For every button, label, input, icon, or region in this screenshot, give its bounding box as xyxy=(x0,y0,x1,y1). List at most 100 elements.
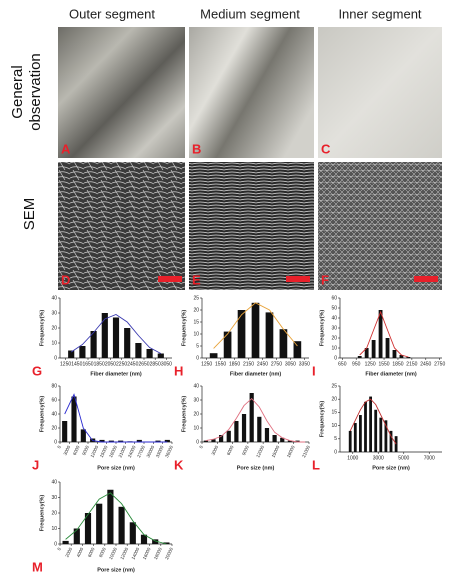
y-tick-label: 5 xyxy=(334,436,337,442)
x-axis-label: Pore size (nm) xyxy=(97,567,135,573)
x-tick-label: 1850 xyxy=(392,361,403,367)
x-axis-label: Fiber diameter (nm) xyxy=(230,371,282,377)
bar xyxy=(257,416,262,442)
bar xyxy=(136,439,142,442)
bar xyxy=(108,440,114,442)
bar xyxy=(68,350,75,358)
x-tick-label: 1550 xyxy=(378,361,389,367)
photo xyxy=(58,27,185,158)
x-tick-label: 8000 xyxy=(98,546,107,558)
scale-bar xyxy=(286,276,310,282)
x-tick-label: 950 xyxy=(352,361,361,367)
bar xyxy=(384,420,388,452)
bar xyxy=(385,338,390,358)
y-tick-label: 40 xyxy=(331,315,337,321)
x-tick-label: 12000 xyxy=(119,546,129,560)
y-axis-label: Frequency(%) xyxy=(39,495,45,532)
x-tick-label: 2650 xyxy=(138,361,149,367)
x-tick-label: 10000 xyxy=(108,546,118,560)
bar xyxy=(293,341,302,358)
bar xyxy=(223,331,232,358)
bar xyxy=(406,357,411,358)
bar xyxy=(357,356,362,358)
y-tick-label: 20 xyxy=(193,307,199,313)
x-tick-label: 1850 xyxy=(229,361,240,367)
bar xyxy=(371,340,376,358)
x-tick-label: 2150 xyxy=(243,361,254,367)
y-axis-label: Frequency(%) xyxy=(39,396,45,433)
bar xyxy=(241,414,247,442)
y-tick-label: 0 xyxy=(54,541,57,547)
x-axis-label: Pore size (nm) xyxy=(237,465,275,471)
panel-letter: F xyxy=(321,272,329,287)
y-axis-label: Frequency(%) xyxy=(181,396,187,433)
bar xyxy=(203,440,208,442)
bar xyxy=(369,396,373,452)
bar xyxy=(84,513,92,544)
y-tick-label: 40 xyxy=(51,479,57,485)
x-tick-label: 1850 xyxy=(94,361,105,367)
bar xyxy=(264,428,270,442)
bar xyxy=(99,439,105,442)
bar xyxy=(79,346,86,358)
bar xyxy=(348,430,352,452)
x-tick-label: 15000 xyxy=(271,444,281,458)
panel-letter: K xyxy=(174,457,184,472)
bar xyxy=(80,429,86,442)
row-label: observation xyxy=(27,53,44,131)
bar xyxy=(364,348,369,358)
row-label: General xyxy=(9,65,26,118)
y-tick-label: 0 xyxy=(334,355,337,361)
bar xyxy=(389,430,393,452)
y-tick-label: 20 xyxy=(331,397,337,403)
sem-image xyxy=(189,162,314,290)
y-tick-label: 5 xyxy=(196,343,199,349)
y-tick-label: 50 xyxy=(331,305,337,311)
bar xyxy=(353,422,357,452)
y-tick-label: 20 xyxy=(51,325,57,331)
bar xyxy=(163,542,170,544)
photo xyxy=(318,27,442,158)
x-tick-label: 15000 xyxy=(99,444,109,458)
y-tick-label: 10 xyxy=(331,423,337,429)
scale-bar xyxy=(158,276,182,282)
bar xyxy=(209,353,218,358)
y-axis-label: Frequency(%) xyxy=(39,310,45,347)
y-axis-label: Frequency(%) xyxy=(319,310,325,347)
bar xyxy=(146,349,153,358)
x-tick-label: 30000 xyxy=(145,444,155,458)
bar xyxy=(379,417,383,452)
column-header: Outer segment xyxy=(69,6,155,21)
x-tick-label: 3350 xyxy=(299,361,310,367)
x-tick-label: 27000 xyxy=(136,444,146,458)
bar xyxy=(234,421,239,442)
bar xyxy=(249,393,254,442)
x-tick-label: 21000 xyxy=(301,444,311,458)
y-tick-label: 30 xyxy=(331,325,337,331)
fit-curve xyxy=(64,393,168,443)
x-tick-label: 3000 xyxy=(373,455,384,461)
panel-letter: L xyxy=(312,457,320,472)
x-tick-label: 2450 xyxy=(257,361,268,367)
bar xyxy=(107,489,114,544)
scale-bar xyxy=(414,276,438,282)
y-tick-label: 20 xyxy=(331,335,337,341)
x-tick-label: 1000 xyxy=(347,455,358,461)
panel-letter: M xyxy=(32,559,43,574)
panel-letter: J xyxy=(32,457,39,472)
y-tick-label: 15 xyxy=(331,410,337,416)
bar xyxy=(96,503,103,544)
y-tick-label: 30 xyxy=(193,397,199,403)
bar xyxy=(364,401,367,452)
bar xyxy=(152,539,159,544)
bar xyxy=(374,409,378,452)
bar xyxy=(71,396,77,442)
fit-curve xyxy=(213,302,298,349)
bar xyxy=(124,328,131,358)
x-tick-label: 1650 xyxy=(82,361,93,367)
y-axis-label: Frequency(%) xyxy=(319,401,325,438)
x-tick-label: 2750 xyxy=(271,361,282,367)
x-tick-label: 1450 xyxy=(71,361,82,367)
bar xyxy=(280,437,285,442)
